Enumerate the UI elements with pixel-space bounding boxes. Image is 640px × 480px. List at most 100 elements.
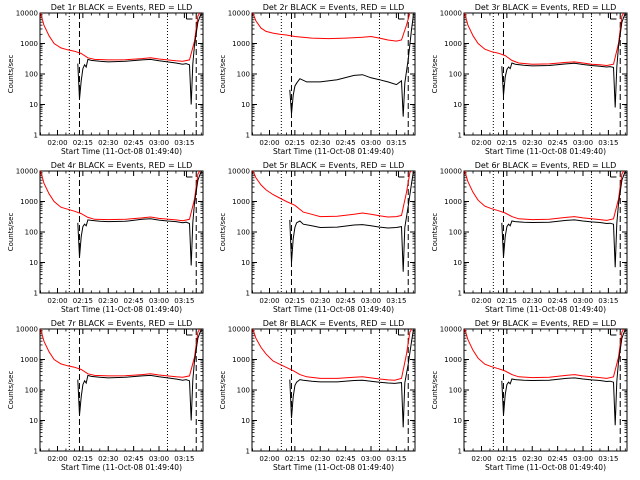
- events-rate-line: [501, 171, 626, 268]
- x-tick-label: 02:00: [471, 455, 491, 463]
- y-tick-label: 10000: [16, 10, 38, 18]
- y-tick-label: 10: [241, 259, 250, 267]
- x-tick-label: 02:45: [124, 455, 144, 463]
- x-tick-label: 03:00: [149, 139, 169, 147]
- top-bracket-marker: [185, 13, 193, 20]
- x-tick-label: 03:00: [573, 139, 593, 147]
- y-tick-label: 1000: [232, 40, 250, 48]
- y-tick-label: 1000: [20, 40, 38, 48]
- lld-rate-line: [252, 171, 412, 218]
- detector-panel-6: Det 6r BLACK = Events, RED = LLD 1 10 100 10…: [431, 161, 628, 314]
- x-tick-label: 02:30: [522, 139, 542, 147]
- plot-frame: [39, 170, 204, 294]
- y-axis-label: Counts/sec: [219, 55, 227, 94]
- x-tick-label: 02:30: [522, 455, 542, 463]
- events-rate-line: [501, 329, 626, 426]
- y-tick-label: 1: [34, 448, 38, 456]
- y-tick-label: 10: [453, 417, 462, 425]
- detector-panel-9: Det 9r BLACK = Events, RED = LLD 1 10 100 10…: [431, 319, 628, 472]
- x-tick-label: 02:30: [522, 297, 542, 305]
- x-tick-label: 02:15: [497, 297, 517, 305]
- x-tick-label: 02:00: [471, 297, 491, 305]
- events-rate-line: [289, 330, 414, 428]
- y-tick-label: 100: [449, 71, 462, 79]
- plot-frame: [251, 328, 416, 452]
- x-tick-label: 02:30: [310, 297, 330, 305]
- y-tick-label: 1: [246, 132, 250, 140]
- x-tick-label: 02:00: [47, 297, 67, 305]
- panel-title: Det 1r BLACK = Events, RED = LLD: [51, 3, 193, 12]
- plot-frame: [463, 328, 628, 452]
- lld-rate-line: [464, 329, 625, 379]
- panel-title: Det 7r BLACK = Events, RED = LLD: [51, 319, 193, 328]
- x-tick-label: 02:30: [98, 139, 118, 147]
- lld-rate-line: [252, 13, 411, 42]
- x-tick-label: 02:00: [471, 139, 491, 147]
- x-tick-label: 02:45: [124, 139, 144, 147]
- x-tick-label: 03:15: [386, 455, 406, 463]
- y-axis-label: Counts/sec: [7, 55, 15, 94]
- plot-frame: [251, 170, 416, 294]
- y-tick-label: 10: [241, 417, 250, 425]
- top-bracket-marker: [185, 171, 193, 178]
- y-tick-label: 1: [458, 448, 462, 456]
- x-axis-label: Start Time (11-Oct-08 01:49:40): [273, 463, 394, 472]
- x-tick-label: 02:30: [310, 139, 330, 147]
- lld-rate-line: [40, 171, 201, 222]
- x-axis-label: Start Time (11-Oct-08 01:49:40): [485, 463, 606, 472]
- x-tick-label: 02:15: [497, 139, 517, 147]
- panel-title: Det 9r BLACK = Events, RED = LLD: [475, 319, 617, 328]
- top-bracket-marker: [609, 13, 617, 20]
- events-rate-line: [289, 15, 414, 117]
- y-tick-label: 10: [29, 101, 38, 109]
- x-tick-label: 02:15: [73, 455, 93, 463]
- x-tick-label: 02:15: [73, 297, 93, 305]
- x-tick-label: 03:00: [361, 139, 381, 147]
- y-tick-label: 10: [29, 417, 38, 425]
- x-tick-label: 03:15: [598, 455, 618, 463]
- y-tick-label: 100: [25, 229, 38, 237]
- events-rate-line: [77, 171, 202, 266]
- lld-rate-line: [40, 329, 201, 378]
- y-axis-label: Counts/sec: [219, 213, 227, 252]
- plot-frame: [39, 328, 204, 452]
- y-tick-label: 100: [237, 387, 250, 395]
- panel-title: Det 4r BLACK = Events, RED = LLD: [51, 161, 193, 170]
- detector-panel-8: Det 8r BLACK = Events, RED = LLD 1 10 100 10…: [219, 319, 416, 472]
- x-axis-label: Start Time (11-Oct-08 01:49:40): [273, 305, 394, 314]
- x-tick-label: 02:15: [497, 455, 517, 463]
- x-tick-label: 02:00: [47, 455, 67, 463]
- x-axis-label: Start Time (11-Oct-08 01:49:40): [61, 305, 182, 314]
- x-tick-label: 02:00: [259, 139, 279, 147]
- lld-rate-line: [252, 329, 413, 381]
- x-tick-label: 02:15: [285, 297, 305, 305]
- x-tick-label: 02:00: [47, 139, 67, 147]
- x-tick-label: 02:45: [548, 455, 568, 463]
- x-tick-label: 02:45: [336, 139, 356, 147]
- detector-panel-4: Det 4r BLACK = Events, RED = LLD 1 10 100 10…: [7, 161, 204, 314]
- y-tick-label: 10000: [440, 326, 462, 334]
- y-tick-label: 10000: [16, 326, 38, 334]
- panel-title: Det 2r BLACK = Events, RED = LLD: [263, 3, 405, 12]
- panel-title: Det 3r BLACK = Events, RED = LLD: [475, 3, 617, 12]
- x-tick-label: 03:15: [174, 139, 194, 147]
- y-tick-label: 1000: [232, 356, 250, 364]
- x-tick-label: 02:45: [336, 297, 356, 305]
- x-tick-label: 03:15: [174, 297, 194, 305]
- y-tick-label: 10000: [228, 168, 250, 176]
- events-rate-line: [501, 13, 626, 108]
- y-tick-label: 1000: [444, 198, 462, 206]
- y-axis-label: Counts/sec: [431, 55, 439, 94]
- y-tick-label: 100: [25, 71, 38, 79]
- top-bracket-marker: [397, 329, 405, 336]
- x-axis-label: Start Time (11-Oct-08 01:49:40): [485, 305, 606, 314]
- y-tick-label: 100: [25, 387, 38, 395]
- x-tick-label: 03:15: [386, 139, 406, 147]
- y-tick-label: 1: [458, 132, 462, 140]
- x-tick-label: 03:15: [598, 139, 618, 147]
- x-tick-label: 02:15: [285, 455, 305, 463]
- y-tick-label: 10: [453, 259, 462, 267]
- y-tick-label: 10000: [440, 10, 462, 18]
- y-tick-label: 100: [237, 71, 250, 79]
